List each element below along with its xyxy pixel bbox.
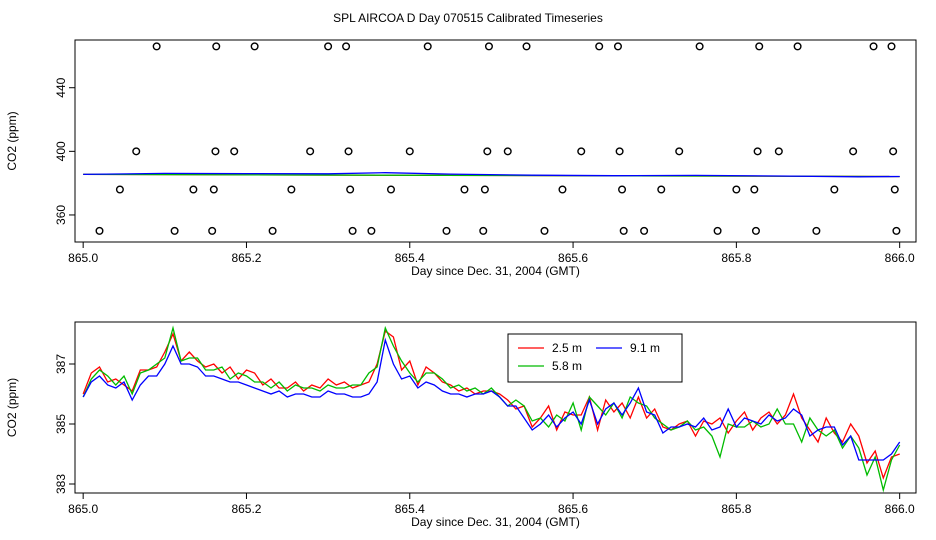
data-point xyxy=(869,42,878,51)
data-point xyxy=(211,147,220,156)
y-tick-label: 440 xyxy=(54,77,68,97)
x-tick-label: 865.0 xyxy=(68,251,98,265)
x-tick-label: 865.8 xyxy=(721,502,751,516)
data-point xyxy=(732,185,741,194)
panel-all-samples: 865.0 865.2 865.4 865.6 865.8 866.0 360 400 440 D… xyxy=(5,39,917,278)
series-line-2 xyxy=(82,337,901,461)
data-point xyxy=(595,42,604,51)
data-point xyxy=(212,42,221,51)
data-point xyxy=(342,42,351,51)
data-point xyxy=(793,42,802,51)
data-point xyxy=(755,42,764,51)
legend: 2.5 m 5.8 m 9.1 m xyxy=(507,333,683,383)
x-axis-label: Day since Dec. 31, 2004 (GMT) xyxy=(411,264,580,278)
panel-height-comparison: 865.0 865.2 865.4 865.6 865.8 866.0 383 385 387 D… xyxy=(5,321,917,529)
data-point xyxy=(324,42,333,51)
x-tick-label: 865.4 xyxy=(395,251,425,265)
data-point xyxy=(479,226,488,235)
y-tick-label: 385 xyxy=(54,414,68,434)
x-tick-label: 865.4 xyxy=(395,502,425,516)
data-point xyxy=(892,226,901,235)
plot-frame xyxy=(74,39,917,243)
data-point xyxy=(250,42,259,51)
data-point xyxy=(460,185,469,194)
x-tick-label: 865.6 xyxy=(558,502,588,516)
data-point xyxy=(615,147,624,156)
data-point xyxy=(405,147,414,156)
data-point xyxy=(132,147,141,156)
data-point xyxy=(268,226,277,235)
y-axis-label: CO2 (ppm) xyxy=(5,111,19,170)
data-point xyxy=(713,226,722,235)
y-tick-label: 360 xyxy=(54,205,68,225)
data-point xyxy=(484,42,493,51)
series-line-2 xyxy=(83,172,900,178)
data-point xyxy=(230,147,239,156)
data-point xyxy=(152,42,161,51)
legend-box xyxy=(507,333,683,383)
data-point xyxy=(657,185,666,194)
data-point xyxy=(812,226,821,235)
y-tick-label: 387 xyxy=(54,354,68,374)
data-point xyxy=(480,185,489,194)
data-point xyxy=(442,226,451,235)
data-point xyxy=(753,147,762,156)
x-tick-label: 866.0 xyxy=(885,502,915,516)
x-tick-label: 865.6 xyxy=(558,251,588,265)
data-point xyxy=(830,185,839,194)
legend-label: 5.8 m xyxy=(552,359,582,373)
data-point xyxy=(503,147,512,156)
data-point xyxy=(751,226,760,235)
legend-label: 9.1 m xyxy=(630,341,660,355)
data-point xyxy=(890,185,899,194)
x-axis-label: Day since Dec. 31, 2004 (GMT) xyxy=(411,515,580,529)
data-point xyxy=(889,147,898,156)
series-line-1 xyxy=(82,325,901,493)
y-tick-label: 383 xyxy=(54,474,68,494)
data-point xyxy=(558,185,567,194)
data-point xyxy=(619,226,628,235)
data-point xyxy=(209,185,218,194)
data-point xyxy=(675,147,684,156)
data-point xyxy=(115,185,124,194)
data-point xyxy=(640,226,649,235)
data-point xyxy=(423,42,432,51)
x-tick-label: 865.8 xyxy=(721,251,751,265)
data-point xyxy=(170,226,179,235)
x-tick-label: 865.0 xyxy=(68,502,98,516)
y-tick-label: 400 xyxy=(54,141,68,161)
data-point xyxy=(887,42,896,51)
data-point xyxy=(540,226,549,235)
x-tick-label: 865.2 xyxy=(231,251,261,265)
data-point xyxy=(348,226,357,235)
data-point xyxy=(95,226,104,235)
data-point xyxy=(618,185,627,194)
legend-label: 2.5 m xyxy=(552,341,582,355)
series-line-0 xyxy=(82,329,900,480)
plot-frame xyxy=(74,321,917,494)
data-point xyxy=(189,185,198,194)
data-point xyxy=(344,147,353,156)
data-point xyxy=(577,147,586,156)
x-tick-label: 866.0 xyxy=(885,251,915,265)
data-point xyxy=(849,147,858,156)
plot-area xyxy=(83,42,901,235)
data-point xyxy=(522,42,531,51)
data-point xyxy=(346,185,355,194)
plot-area xyxy=(82,325,901,493)
x-tick-label: 865.2 xyxy=(231,502,261,516)
data-point xyxy=(386,185,395,194)
data-point xyxy=(750,185,759,194)
data-point xyxy=(367,226,376,235)
data-point xyxy=(695,42,704,51)
data-point xyxy=(483,147,492,156)
data-point xyxy=(613,42,622,51)
figure-title: SPL AIRCOA D Day 070515 Calibrated Times… xyxy=(333,11,603,25)
data-point xyxy=(774,147,783,156)
data-point xyxy=(306,147,315,156)
data-point xyxy=(287,185,296,194)
data-point xyxy=(208,226,217,235)
y-axis-label: CO2 (ppm) xyxy=(5,378,19,437)
